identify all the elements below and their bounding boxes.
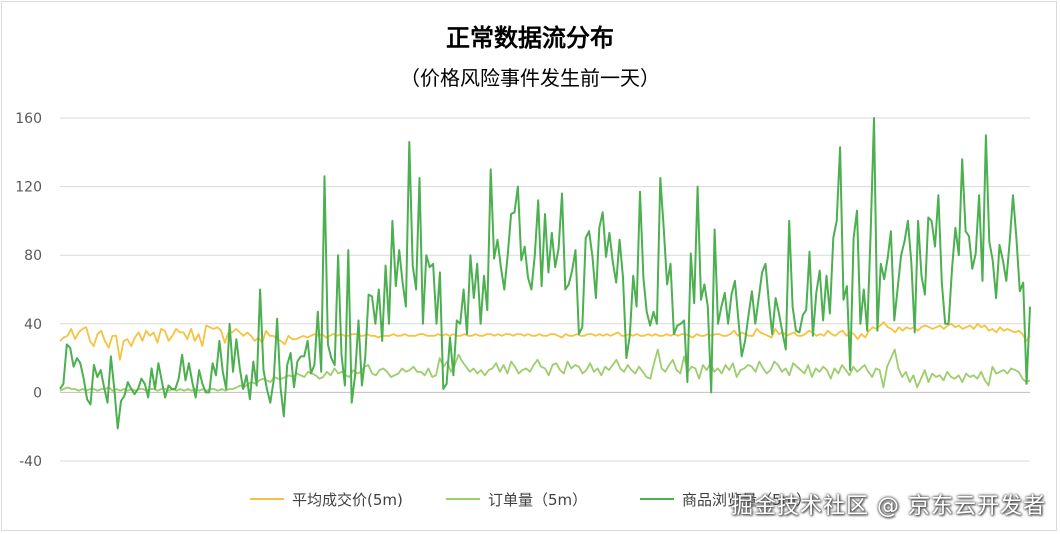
chart-title: 正常数据流分布 — [446, 24, 614, 52]
watermark-text: 掘金技术社区 @ 京东云开发者 — [731, 494, 1046, 519]
y-tick-label: -40 — [19, 454, 42, 470]
series-lines — [59, 117, 1031, 430]
gridlines — [60, 117, 1030, 462]
legend: 平均成交价(5m) 订单量（5m） 商品浏览量（5m） — [250, 491, 811, 509]
legend-label-1: 平均成交价(5m) — [292, 491, 403, 509]
y-tick-label: 40 — [24, 317, 42, 333]
legend-label-2: 订单量（5m） — [488, 491, 587, 509]
y-tick-label: 160 — [15, 111, 42, 127]
legend-label-3: 商品浏览量（5m） — [682, 491, 811, 509]
y-tick-label: 0 — [33, 385, 42, 401]
y-tick-label: 80 — [24, 248, 42, 264]
y-axis-ticks: -40 0 40 80 120 160 — [15, 111, 42, 470]
series-line-3 — [59, 117, 1031, 430]
chart-subtitle: （价格风险事件发生前一天） — [400, 66, 660, 90]
series-line-2 — [59, 348, 1031, 392]
y-tick-label: 120 — [15, 180, 42, 196]
series-line-1 — [59, 321, 1031, 361]
